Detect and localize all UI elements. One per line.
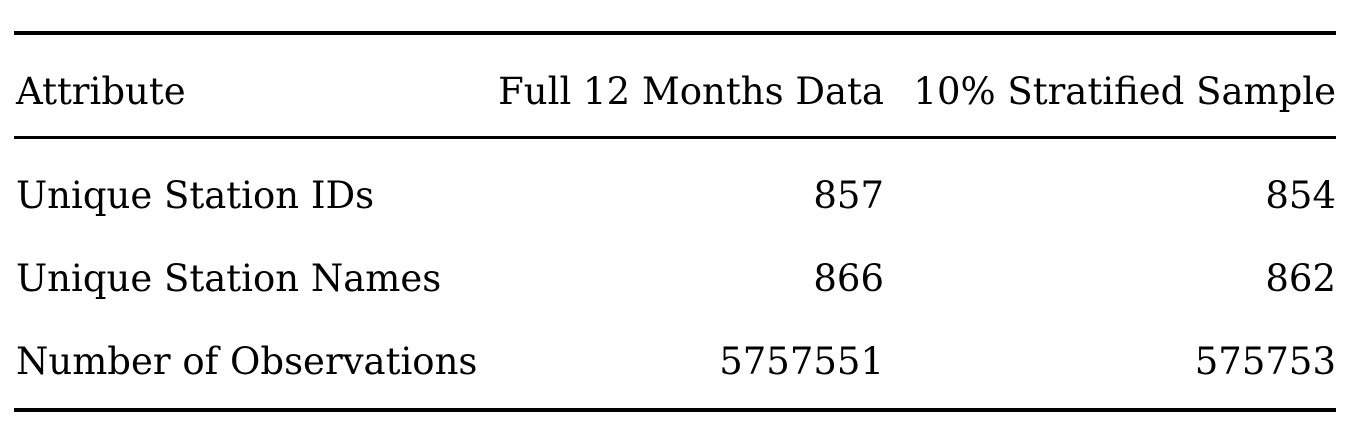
row-sample-value: 575753: [1194, 340, 1336, 383]
top-rule: [14, 31, 1336, 35]
row-attribute: Unique Station IDs: [16, 174, 375, 217]
row-full-value: 866: [813, 257, 884, 300]
row-full-value: 857: [813, 174, 884, 217]
table-row: Unique Station IDs 857 854: [14, 171, 1336, 221]
row-attribute: Unique Station Names: [16, 257, 442, 300]
row-attribute: Number of Observations: [16, 340, 478, 383]
header-full-data: Full 12 Months Data: [498, 70, 884, 113]
header-rule: [14, 136, 1336, 139]
header-sample: 10% Stratified Sample: [913, 70, 1336, 113]
row-sample-value: 862: [1265, 257, 1336, 300]
row-full-value: 5757551: [719, 340, 884, 383]
header-attribute: Attribute: [16, 70, 186, 113]
table-row: Number of Observations 5757551 575753: [14, 337, 1336, 387]
table-row: Unique Station Names 866 862: [14, 254, 1336, 304]
header-row: Attribute Full 12 Months Data 10% Strati…: [14, 67, 1336, 117]
row-sample-value: 854: [1265, 174, 1336, 217]
bottom-rule: [14, 408, 1336, 412]
